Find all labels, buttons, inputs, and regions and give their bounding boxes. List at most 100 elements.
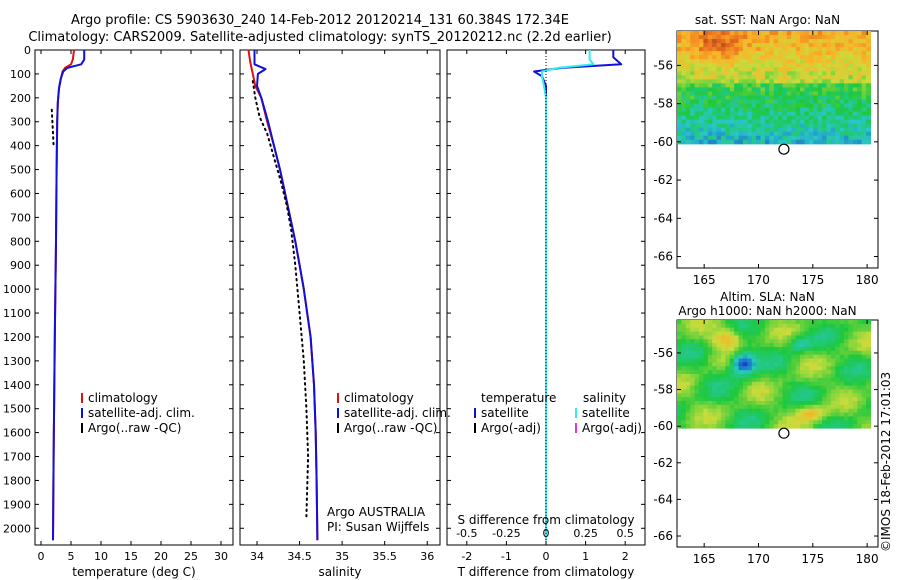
s-tick-label: -0.25 xyxy=(492,527,520,540)
depth-tick-label: 100 xyxy=(10,68,31,81)
x-tick-label: 15 xyxy=(124,550,138,563)
map-y-tick-label: -66 xyxy=(653,529,673,543)
legend-heading-temperature: temperature xyxy=(481,391,556,405)
legend-item-label: Argo(-adj) xyxy=(481,421,541,435)
series-line-argo-raw-qc- xyxy=(251,80,310,518)
sst-map-title: sat. SST: NaN Argo: NaN xyxy=(660,13,875,27)
legend-heading-salinity: salinity xyxy=(583,391,626,405)
float-position-marker xyxy=(778,143,790,155)
s-tick-label: 0.25 xyxy=(573,527,598,540)
map-x-tick-label: 175 xyxy=(801,552,824,566)
legend-item-label: satellite xyxy=(481,406,529,420)
x-tick-label: 35.5 xyxy=(372,550,397,563)
map-x-tick-label: 180 xyxy=(856,552,879,566)
sla-map-title-line2: Argo h1000: NaN h2000: NaN xyxy=(678,304,857,318)
depth-tick-label: 700 xyxy=(10,211,31,224)
depth-tick-label: 1700 xyxy=(3,451,31,464)
depth-tick-label: 1300 xyxy=(3,355,31,368)
map-y-tick-label: -60 xyxy=(653,135,673,149)
plot-title-line1: Argo profile: CS 5903630_240 14-Feb-2012… xyxy=(70,13,570,28)
map-y-tick-label: -58 xyxy=(653,383,673,397)
depth-tick-label: 2000 xyxy=(3,522,31,535)
panel-frame-1 xyxy=(34,49,234,546)
depth-tick-label: 900 xyxy=(10,259,31,272)
s-tick-label: 0 xyxy=(543,527,550,540)
depth-tick-label: 1600 xyxy=(3,427,31,440)
sla-map: 165 170 175 180 -56 -58 -60 -62 -64 -66 xyxy=(653,319,879,566)
s-tick-label: -0.5 xyxy=(456,527,477,540)
x-tick-label: 0 xyxy=(38,550,45,563)
x-axis-label: temperature (deg C) xyxy=(72,565,195,579)
x-tick-label: -1 xyxy=(501,550,512,563)
x-tick-label: 20 xyxy=(154,550,168,563)
series-line-temperature-satellite xyxy=(533,50,623,541)
depth-tick-label: 200 xyxy=(10,92,31,105)
legend-item-label: climatology xyxy=(88,391,158,405)
depth-tick-label: 1500 xyxy=(3,403,31,416)
imos-timestamp: ©IMOS 18-Feb-2012 17:01:03 xyxy=(879,371,893,552)
pi-name-label: PI: Susan Wijffels xyxy=(327,520,429,534)
legend-item-label: climatology xyxy=(344,391,414,405)
x-axis-label: T difference from climatology xyxy=(457,565,635,579)
map-y-tick-label: -62 xyxy=(653,456,673,470)
depth-tick-label: 1400 xyxy=(3,379,31,392)
map-field xyxy=(677,31,871,145)
float-owner-label: Argo AUSTRALIA xyxy=(327,505,426,519)
depth-tick-label: 1900 xyxy=(3,498,31,511)
x-tick-label: 1 xyxy=(582,550,589,563)
map-y-tick-label: -56 xyxy=(653,346,673,360)
x-tick-label: 34.5 xyxy=(287,550,312,563)
map-y-tick-label: -64 xyxy=(653,211,673,225)
map-y-tick-label: -58 xyxy=(653,97,673,111)
legend-item-label: Argo(..raw -QC) xyxy=(344,421,437,435)
depth-tick-label: 500 xyxy=(10,164,31,177)
plot-title-line2: Climatology: CARS2009. Satellite-adjuste… xyxy=(28,30,612,45)
series-line-satellite-adj-clim- xyxy=(52,50,86,541)
sla-map-title-line1: Altim. SLA: NaN xyxy=(720,290,815,304)
x-tick-label: 2 xyxy=(622,550,629,563)
x-tick-label: 35 xyxy=(335,550,349,563)
x-tick-label: 25 xyxy=(184,550,198,563)
depth-tick-label: 600 xyxy=(10,187,31,200)
legend-item-label: Argo(..raw -QC) xyxy=(88,421,181,435)
s-tick-label: 0.5 xyxy=(616,527,634,540)
sst-map: 165 170 175 180 -56 -58 -60 -62 -64 -66 xyxy=(653,30,879,287)
sst-map-title-line: sat. SST: NaN Argo: NaN xyxy=(694,13,841,27)
x-tick-label: -2 xyxy=(461,550,472,563)
panel-frame-2 xyxy=(239,49,441,546)
map-field xyxy=(677,320,871,429)
depth-tick-label: 400 xyxy=(10,140,31,153)
depth-tick-label: 800 xyxy=(10,235,31,248)
x-tick-label: 36 xyxy=(420,550,434,563)
map-y-tick-label: -62 xyxy=(653,173,673,187)
depth-tick-label: 1000 xyxy=(3,283,31,296)
legend-item-label: Argo(-adj) xyxy=(582,421,642,435)
map-y-tick-label: -60 xyxy=(653,419,673,433)
map-y-tick-label: -56 xyxy=(653,58,673,72)
map-x-tick-label: 170 xyxy=(747,273,770,287)
map-y-tick-label: -66 xyxy=(653,250,673,264)
x-tick-label: 0 xyxy=(543,550,550,563)
map-x-tick-label: 175 xyxy=(801,273,824,287)
x-axis-label: salinity xyxy=(318,565,361,579)
depth-tick-label: 1800 xyxy=(3,474,31,487)
map-x-tick-label: 165 xyxy=(693,273,716,287)
legend-item-label: satellite-adj. clim. xyxy=(344,406,451,420)
x-tick-label: 30 xyxy=(214,550,228,563)
s-axis-label: S difference from climatology xyxy=(458,513,635,527)
series-line-satellite-adj-clim- xyxy=(253,50,319,541)
depth-tick-label: 1100 xyxy=(3,307,31,320)
sla-map-title: Altim. SLA: NaN Argo h1000: NaN h2000: N… xyxy=(660,290,875,318)
map-x-tick-label: 180 xyxy=(856,273,879,287)
legend-item-label: satellite xyxy=(582,406,630,420)
map-y-tick-label: -64 xyxy=(653,492,673,506)
map-x-tick-label: 165 xyxy=(693,552,716,566)
series-line-argo-raw-qc- xyxy=(50,108,55,147)
x-tick-label: 5 xyxy=(68,550,75,563)
depth-tick-label: 300 xyxy=(10,116,31,129)
depth-tick-label: 0 xyxy=(24,44,31,57)
depth-tick-label: 1200 xyxy=(3,331,31,344)
map-x-tick-label: 170 xyxy=(747,552,770,566)
float-position-marker xyxy=(778,427,790,439)
